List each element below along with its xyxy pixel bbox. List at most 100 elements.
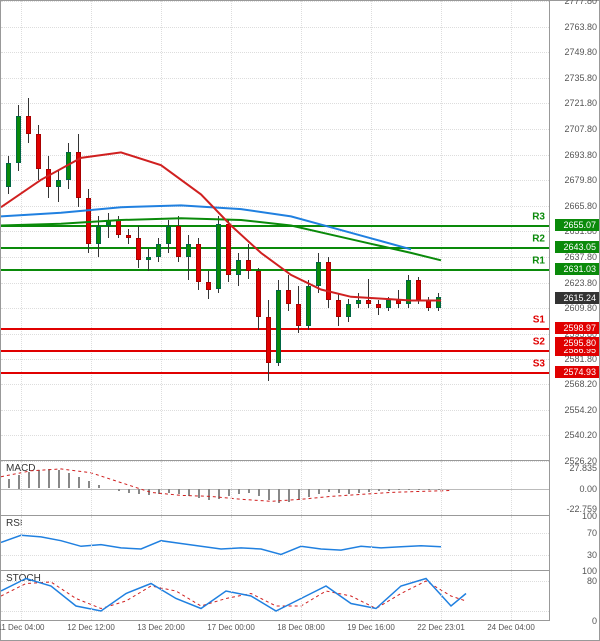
macd-bar [58, 470, 60, 489]
macd-bar [88, 481, 90, 489]
gridline [1, 155, 549, 156]
gridline [1, 334, 549, 335]
macd-bar [368, 489, 370, 493]
support-label: S3 [533, 358, 545, 369]
macd-bar [238, 489, 240, 495]
macd-panel[interactable]: MACD [1, 461, 549, 516]
stoch-label: STOCH [6, 573, 41, 584]
macd-bar [348, 489, 350, 495]
support-line [1, 350, 549, 352]
macd-bar [428, 489, 430, 490]
rsi-y-tick: 30 [587, 550, 597, 560]
gridline [1, 129, 549, 130]
gridline [1, 1, 549, 2]
resistance-price-tag: 2643.05 [555, 241, 599, 253]
macd-bar [298, 489, 300, 501]
y-tick-label: 2721.80 [564, 98, 597, 108]
y-tick-label: 2735.80 [564, 73, 597, 83]
main-price-chart[interactable]: R3R2R1S1S2S3 [1, 1, 549, 461]
macd-bar [308, 489, 310, 498]
macd-bar [188, 489, 190, 497]
macd-bar [48, 469, 50, 489]
y-axis-stoch: 100800 [549, 571, 599, 621]
macd-bar [128, 489, 130, 494]
macd-bar [318, 489, 320, 495]
macd-bar [98, 485, 100, 489]
y-axis-rsi: 1007030 [549, 516, 599, 571]
stoch-d-line [1, 571, 551, 621]
macd-bar [438, 489, 440, 490]
gridline [1, 27, 549, 28]
macd-bar [198, 489, 200, 499]
current-price-tag: 2615.24 [555, 292, 599, 304]
macd-bar [288, 489, 290, 503]
macd-bar [388, 489, 390, 492]
v-gridline [21, 1, 22, 460]
v-gridline [231, 1, 232, 460]
macd-bar [118, 489, 120, 492]
macd-bar [138, 489, 140, 495]
macd-bar [28, 472, 30, 489]
x-tick-label: 22 Dec 23:01 [417, 623, 465, 632]
x-tick-label: 11 Dec 04:00 [0, 623, 45, 632]
v-gridline [161, 1, 162, 460]
gridline [1, 206, 549, 207]
y-tick-label: 2568.20 [564, 379, 597, 389]
gridline [1, 78, 549, 79]
macd-bar [418, 489, 420, 491]
y-tick-label: 2623.80 [564, 278, 597, 288]
support-price-tag: 2595.80 [555, 337, 599, 349]
macd-bar [78, 477, 80, 489]
y-tick-label: 2707.80 [564, 124, 597, 134]
macd-bar [168, 489, 170, 494]
v-gridline [371, 1, 372, 460]
resistance-price-tag: 2655.07 [555, 219, 599, 231]
gridline [1, 180, 549, 181]
rsi-y-tick: 100 [582, 511, 597, 521]
y-tick-label: 2763.80 [564, 22, 597, 32]
gridline [1, 435, 549, 436]
x-tick-label: 19 Dec 16:00 [347, 623, 395, 632]
stoch-k-line [1, 571, 551, 621]
gridline [1, 283, 549, 284]
chart-container: R3R2R1S1S2S3 2526.202540.202554.202568.2… [0, 0, 600, 641]
gridline [1, 410, 549, 411]
resistance-label: R3 [532, 212, 545, 223]
x-tick-label: 17 Dec 00:00 [207, 623, 255, 632]
macd-bar [278, 489, 280, 504]
resistance-label: R2 [532, 234, 545, 245]
y-axis-main: 2526.202540.202554.202568.202581.802595.… [549, 1, 599, 461]
macd-bar [258, 489, 260, 497]
rsi-y-tick: 70 [587, 528, 597, 538]
x-axis: 11 Dec 04:0012 Dec 12:0013 Dec 20:0017 D… [1, 621, 549, 641]
x-tick-label: 12 Dec 12:00 [67, 623, 115, 632]
macd-bar [158, 489, 160, 495]
macd-bar [18, 475, 20, 489]
support-label: S2 [533, 336, 545, 347]
v-gridline [511, 1, 512, 460]
y-tick-label: 2665.80 [564, 201, 597, 211]
macd-y-tick: 0.00 [579, 484, 597, 494]
macd-bar [408, 489, 410, 491]
support-line [1, 372, 549, 374]
macd-bar [248, 489, 250, 494]
y-tick-label: 2637.80 [564, 252, 597, 262]
y-tick-label: 2554.20 [564, 405, 597, 415]
stoch-y-tick: 100 [582, 566, 597, 576]
y-axis-macd: 27.8350.00-22.759 [549, 461, 599, 516]
v-gridline [91, 1, 92, 460]
x-tick-label: 18 Dec 08:00 [277, 623, 325, 632]
macd-bar [8, 479, 10, 489]
gridline [1, 52, 549, 53]
rsi-panel[interactable]: RSI [1, 516, 549, 571]
y-tick-label: 2540.20 [564, 430, 597, 440]
resistance-line [1, 269, 549, 271]
resistance-label: R1 [532, 256, 545, 267]
y-tick-label: 2609.80 [564, 303, 597, 313]
resistance-line [1, 225, 549, 227]
support-line [1, 328, 549, 330]
stoch-panel[interactable]: STOCH [1, 571, 549, 621]
gridline [1, 257, 549, 258]
resistance-line [1, 247, 549, 249]
macd-bar [378, 489, 380, 492]
